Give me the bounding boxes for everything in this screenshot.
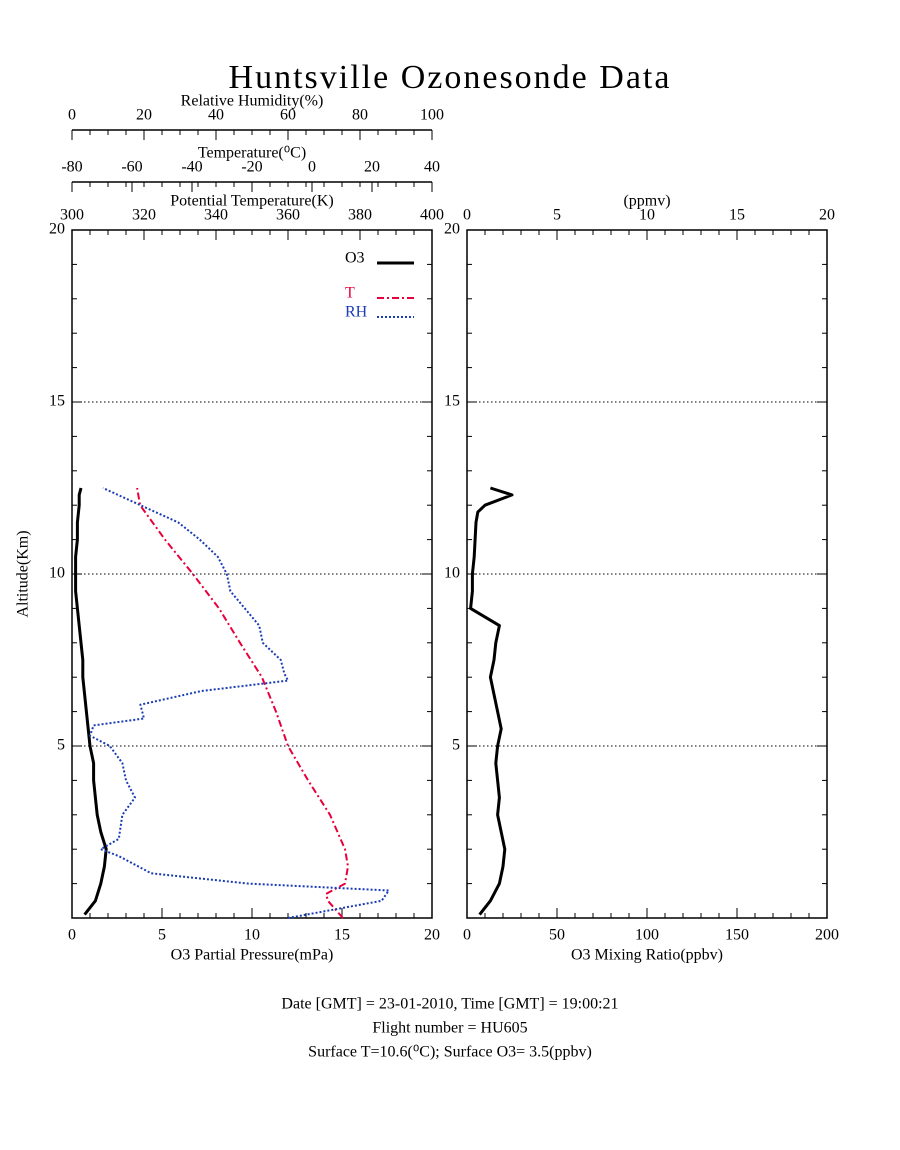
top-tick-label: 5: [553, 207, 561, 224]
y-tick-label: 10: [444, 565, 460, 582]
y-axis-label: Altitude(Km): [15, 530, 32, 617]
footer-line: Flight number = HU605: [372, 1020, 527, 1037]
top-tick-label: 0: [463, 207, 471, 224]
data-line: [89, 487, 390, 919]
x-tick-label: 0: [68, 927, 76, 944]
top-tick-label: -20: [241, 159, 262, 176]
top-tick-label: 100: [420, 107, 444, 124]
x-tick-label: 150: [725, 927, 749, 944]
x-tick-label: 10: [244, 927, 260, 944]
legend-label: O3: [345, 250, 365, 267]
top-tick-label: 80: [352, 107, 368, 124]
x-tick-label: 5: [158, 927, 166, 944]
y-tick-label: 5: [452, 737, 460, 754]
top-tick-label: 40: [424, 159, 440, 176]
top-axis-label: Potential Temperature(K): [170, 193, 333, 210]
top-tick-label: -40: [181, 159, 202, 176]
x-tick-label: 200: [815, 927, 839, 944]
top-tick-label: 380: [348, 207, 372, 224]
data-line: [74, 487, 108, 916]
top-axis-label: Relative Humidity(%): [181, 93, 324, 110]
data-line: [469, 486, 514, 916]
chart-title: Huntsville Ozonesonde Data: [229, 59, 672, 96]
y-tick-label: 15: [49, 393, 65, 410]
legend-label: T: [345, 285, 355, 302]
top-tick-label: 20: [819, 207, 835, 224]
x-tick-label: 50: [549, 927, 565, 944]
top-tick-label: 300: [60, 207, 84, 224]
top-axis-label: (ppmv): [623, 193, 670, 210]
footer-line: Surface T=10.6(⁰C); Surface O3= 3.5(ppbv…: [308, 1044, 592, 1061]
footer-line: Date [GMT] = 23-01-2010, Time [GMT] = 19…: [281, 996, 618, 1013]
top-tick-label: 10: [639, 207, 655, 224]
y-tick-label: 20: [49, 221, 65, 238]
top-tick-label: 340: [204, 207, 228, 224]
x-axis-label: O3 Partial Pressure(mPa): [171, 947, 334, 964]
legend-label: RH: [345, 304, 368, 321]
y-tick-label: 20: [444, 221, 460, 238]
y-tick-label: 15: [444, 393, 460, 410]
x-tick-label: 0: [463, 927, 471, 944]
x-tick-label: 100: [635, 927, 659, 944]
top-axis-label: Temperature(⁰C): [198, 145, 306, 162]
top-tick-label: -80: [61, 159, 82, 176]
top-tick-label: -60: [121, 159, 142, 176]
top-tick-label: 15: [729, 207, 745, 224]
top-tick-label: 20: [364, 159, 380, 176]
x-tick-label: 15: [334, 927, 350, 944]
top-tick-label: 0: [308, 159, 316, 176]
x-tick-label: 20: [424, 927, 440, 944]
y-tick-label: 5: [57, 737, 65, 754]
top-tick-label: 20: [136, 107, 152, 124]
top-tick-label: 400: [420, 207, 444, 224]
top-tick-label: 40: [208, 107, 224, 124]
top-tick-label: 320: [132, 207, 156, 224]
x-axis-label: O3 Mixing Ratio(ppbv): [571, 947, 723, 964]
top-tick-label: 60: [280, 107, 296, 124]
top-tick-label: 360: [276, 207, 300, 224]
top-tick-label: 0: [68, 107, 76, 124]
y-tick-label: 10: [49, 565, 65, 582]
